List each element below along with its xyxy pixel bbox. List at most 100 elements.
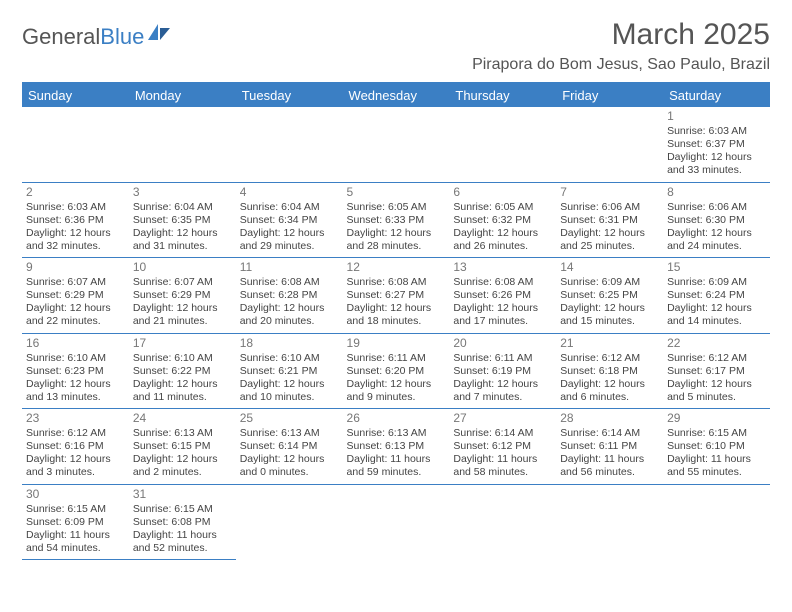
day-number: 27	[453, 411, 552, 426]
daylight-text: Daylight: 12 hours and 14 minutes.	[667, 302, 766, 328]
day-number: 15	[667, 260, 766, 275]
calendar-cell: 26Sunrise: 6:13 AMSunset: 6:13 PMDayligh…	[343, 409, 450, 485]
daylight-text: Daylight: 12 hours and 7 minutes.	[453, 378, 552, 404]
sunset-text: Sunset: 6:20 PM	[347, 365, 446, 378]
calendar-cell	[449, 107, 556, 182]
sunset-text: Sunset: 6:09 PM	[26, 516, 125, 529]
calendar-cell: 3Sunrise: 6:04 AMSunset: 6:35 PMDaylight…	[129, 182, 236, 258]
sail-icon	[146, 22, 172, 48]
daylight-text: Daylight: 12 hours and 2 minutes.	[133, 453, 232, 479]
sunset-text: Sunset: 6:37 PM	[667, 138, 766, 151]
day-number: 8	[667, 185, 766, 200]
sunset-text: Sunset: 6:21 PM	[240, 365, 339, 378]
sunrise-text: Sunrise: 6:14 AM	[560, 427, 659, 440]
calendar-cell	[236, 107, 343, 182]
sunrise-text: Sunrise: 6:12 AM	[667, 352, 766, 365]
sunset-text: Sunset: 6:10 PM	[667, 440, 766, 453]
sunrise-text: Sunrise: 6:12 AM	[560, 352, 659, 365]
sunrise-text: Sunrise: 6:12 AM	[26, 427, 125, 440]
calendar-cell	[236, 484, 343, 560]
daylight-text: Daylight: 12 hours and 21 minutes.	[133, 302, 232, 328]
sunset-text: Sunset: 6:08 PM	[133, 516, 232, 529]
weekday-header: Wednesday	[343, 83, 450, 107]
sunset-text: Sunset: 6:33 PM	[347, 214, 446, 227]
calendar-cell: 25Sunrise: 6:13 AMSunset: 6:14 PMDayligh…	[236, 409, 343, 485]
calendar-cell: 29Sunrise: 6:15 AMSunset: 6:10 PMDayligh…	[663, 409, 770, 485]
sunset-text: Sunset: 6:14 PM	[240, 440, 339, 453]
calendar-row: 16Sunrise: 6:10 AMSunset: 6:23 PMDayligh…	[22, 333, 770, 409]
sunrise-text: Sunrise: 6:08 AM	[347, 276, 446, 289]
day-number: 26	[347, 411, 446, 426]
sunset-text: Sunset: 6:12 PM	[453, 440, 552, 453]
sunset-text: Sunset: 6:26 PM	[453, 289, 552, 302]
logo-text-a: General	[22, 24, 100, 50]
calendar-cell: 17Sunrise: 6:10 AMSunset: 6:22 PMDayligh…	[129, 333, 236, 409]
day-number: 12	[347, 260, 446, 275]
calendar-cell	[449, 484, 556, 560]
weekday-header: Saturday	[663, 83, 770, 107]
calendar-cell: 1Sunrise: 6:03 AMSunset: 6:37 PMDaylight…	[663, 107, 770, 182]
daylight-text: Daylight: 11 hours and 55 minutes.	[667, 453, 766, 479]
sunset-text: Sunset: 6:36 PM	[26, 214, 125, 227]
title-block: March 2025 Pirapora do Bom Jesus, Sao Pa…	[472, 18, 770, 80]
daylight-text: Daylight: 12 hours and 26 minutes.	[453, 227, 552, 253]
sunrise-text: Sunrise: 6:08 AM	[453, 276, 552, 289]
calendar-cell: 4Sunrise: 6:04 AMSunset: 6:34 PMDaylight…	[236, 182, 343, 258]
sunset-text: Sunset: 6:32 PM	[453, 214, 552, 227]
daylight-text: Daylight: 12 hours and 31 minutes.	[133, 227, 232, 253]
calendar-cell: 24Sunrise: 6:13 AMSunset: 6:15 PMDayligh…	[129, 409, 236, 485]
daylight-text: Daylight: 12 hours and 9 minutes.	[347, 378, 446, 404]
daylight-text: Daylight: 12 hours and 11 minutes.	[133, 378, 232, 404]
sunrise-text: Sunrise: 6:05 AM	[453, 201, 552, 214]
daylight-text: Daylight: 11 hours and 59 minutes.	[347, 453, 446, 479]
day-number: 1	[667, 109, 766, 124]
sunset-text: Sunset: 6:30 PM	[667, 214, 766, 227]
day-number: 17	[133, 336, 232, 351]
sunrise-text: Sunrise: 6:07 AM	[26, 276, 125, 289]
calendar-row: 9Sunrise: 6:07 AMSunset: 6:29 PMDaylight…	[22, 258, 770, 334]
calendar-cell	[556, 107, 663, 182]
logo: GeneralBlue	[22, 24, 172, 50]
sunrise-text: Sunrise: 6:13 AM	[133, 427, 232, 440]
weekday-header: Friday	[556, 83, 663, 107]
sunrise-text: Sunrise: 6:06 AM	[667, 201, 766, 214]
daylight-text: Daylight: 12 hours and 0 minutes.	[240, 453, 339, 479]
sunset-text: Sunset: 6:18 PM	[560, 365, 659, 378]
daylight-text: Daylight: 11 hours and 58 minutes.	[453, 453, 552, 479]
sunset-text: Sunset: 6:13 PM	[347, 440, 446, 453]
day-number: 23	[26, 411, 125, 426]
daylight-text: Daylight: 12 hours and 24 minutes.	[667, 227, 766, 253]
sunrise-text: Sunrise: 6:14 AM	[453, 427, 552, 440]
day-number: 24	[133, 411, 232, 426]
calendar-cell	[343, 107, 450, 182]
sunset-text: Sunset: 6:22 PM	[133, 365, 232, 378]
sunrise-text: Sunrise: 6:11 AM	[453, 352, 552, 365]
weekday-header: Sunday	[22, 83, 129, 107]
calendar-cell: 18Sunrise: 6:10 AMSunset: 6:21 PMDayligh…	[236, 333, 343, 409]
day-number: 28	[560, 411, 659, 426]
calendar-cell: 7Sunrise: 6:06 AMSunset: 6:31 PMDaylight…	[556, 182, 663, 258]
sunrise-text: Sunrise: 6:08 AM	[240, 276, 339, 289]
day-number: 5	[347, 185, 446, 200]
daylight-text: Daylight: 12 hours and 13 minutes.	[26, 378, 125, 404]
calendar-cell: 30Sunrise: 6:15 AMSunset: 6:09 PMDayligh…	[22, 484, 129, 560]
calendar-cell: 19Sunrise: 6:11 AMSunset: 6:20 PMDayligh…	[343, 333, 450, 409]
sunrise-text: Sunrise: 6:13 AM	[240, 427, 339, 440]
calendar-row: 1Sunrise: 6:03 AMSunset: 6:37 PMDaylight…	[22, 107, 770, 182]
month-title: March 2025	[472, 18, 770, 52]
day-number: 9	[26, 260, 125, 275]
sunrise-text: Sunrise: 6:15 AM	[26, 503, 125, 516]
sunset-text: Sunset: 6:17 PM	[667, 365, 766, 378]
sunrise-text: Sunrise: 6:15 AM	[667, 427, 766, 440]
calendar-row: 2Sunrise: 6:03 AMSunset: 6:36 PMDaylight…	[22, 182, 770, 258]
sunrise-text: Sunrise: 6:10 AM	[133, 352, 232, 365]
sunset-text: Sunset: 6:25 PM	[560, 289, 659, 302]
calendar-cell: 12Sunrise: 6:08 AMSunset: 6:27 PMDayligh…	[343, 258, 450, 334]
calendar-table: SundayMondayTuesdayWednesdayThursdayFrid…	[22, 82, 770, 560]
sunset-text: Sunset: 6:27 PM	[347, 289, 446, 302]
daylight-text: Daylight: 12 hours and 6 minutes.	[560, 378, 659, 404]
header: GeneralBlue March 2025 Pirapora do Bom J…	[22, 18, 770, 80]
sunrise-text: Sunrise: 6:13 AM	[347, 427, 446, 440]
sunset-text: Sunset: 6:23 PM	[26, 365, 125, 378]
calendar-cell: 21Sunrise: 6:12 AMSunset: 6:18 PMDayligh…	[556, 333, 663, 409]
